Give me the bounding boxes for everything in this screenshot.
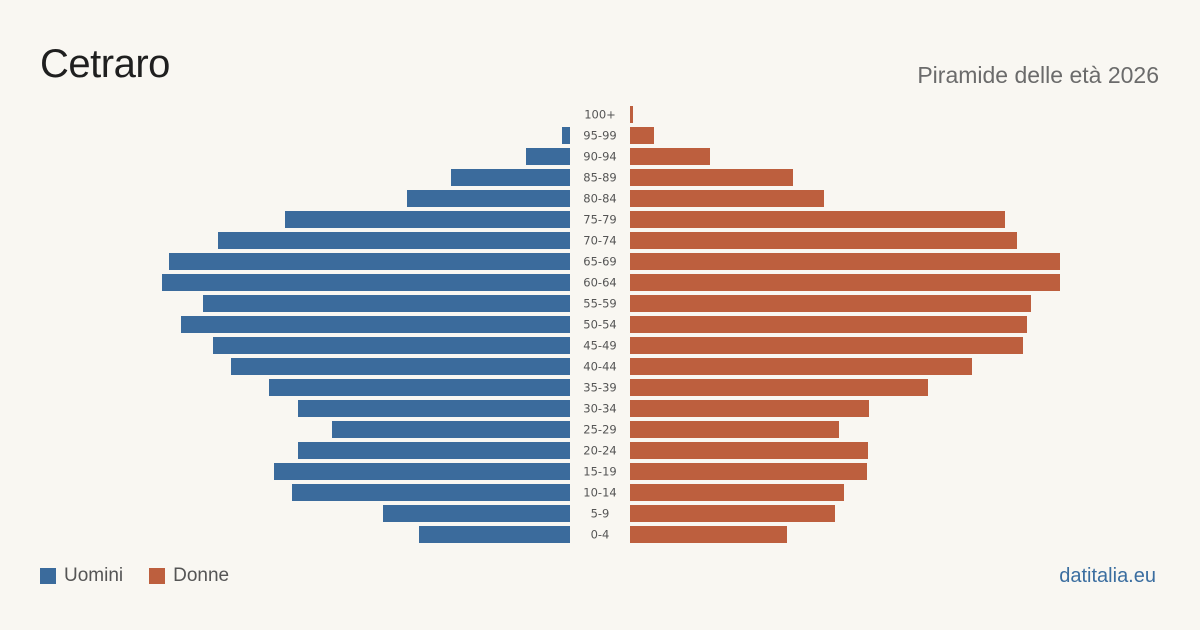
bar-women-55-59 [630,295,1031,312]
legend-item-women: Donne [149,565,229,587]
legend: Uomini Donne [40,565,255,587]
bar-men-45-49 [213,337,570,354]
bar-women-40-44 [630,358,972,375]
bar-men-10-14 [292,484,570,501]
age-label-45-49: 45-49 [583,339,616,353]
age-label-40-44: 40-44 [583,360,616,374]
chart-subtitle: Piramide delle età 2026 [917,62,1159,88]
bar-women-70-74 [630,232,1017,249]
age-label-30-34: 30-34 [583,402,616,416]
bar-men-65-69 [169,253,570,270]
bar-men-60-64 [162,274,570,291]
age-label-15-19: 15-19 [583,465,616,479]
bar-women-5-9 [630,505,835,522]
age-label-5-9: 5-9 [591,507,610,521]
bar-men-5-9 [383,505,570,522]
bar-men-95-99 [562,127,570,144]
age-label-60-64: 60-64 [583,276,616,290]
bar-women-75-79 [630,211,1005,228]
bar-women-10-14 [630,484,844,501]
age-label-75-79: 75-79 [583,213,616,227]
bar-women-80-84 [630,190,824,207]
bar-men-15-19 [274,463,570,480]
age-label-55-59: 55-59 [583,297,616,311]
bar-women-50-54 [630,316,1027,333]
age-label-95-99: 95-99 [583,129,616,143]
age-label-100plus: 100+ [584,108,616,122]
bar-women-85-89 [630,169,793,186]
bar-women-0-4 [630,526,787,543]
bar-men-40-44 [231,358,570,375]
age-label-50-54: 50-54 [583,318,616,332]
bar-women-25-29 [630,421,839,438]
bar-women-20-24 [630,442,868,459]
bar-men-90-94 [526,148,570,165]
bar-women-35-39 [630,379,928,396]
age-label-90-94: 90-94 [583,150,616,164]
age-label-0-4: 0-4 [591,528,610,542]
legend-swatch-women [149,568,166,584]
age-label-85-89: 85-89 [583,171,616,185]
bar-men-70-74 [218,232,570,249]
legend-label-men: Uomini [64,565,124,586]
age-label-25-29: 25-29 [583,423,616,437]
bar-women-100plus [630,106,633,123]
page-title: Cetraro [40,42,170,86]
age-label-80-84: 80-84 [583,192,616,206]
age-label-70-74: 70-74 [583,234,616,248]
bar-men-20-24 [298,442,570,459]
bar-men-85-89 [451,169,570,186]
bar-men-50-54 [181,316,570,333]
bar-men-55-59 [203,295,570,312]
bar-women-65-69 [630,253,1060,270]
legend-label-women: Donne [173,565,230,586]
bar-women-45-49 [630,337,1023,354]
age-label-35-39: 35-39 [583,381,616,395]
bar-men-80-84 [407,190,570,207]
bar-men-35-39 [269,379,570,396]
bar-men-30-34 [298,400,570,417]
bar-men-25-29 [332,421,570,438]
brand-link[interactable]: datitalia.eu [1059,565,1156,587]
bar-women-60-64 [630,274,1060,291]
bar-women-30-34 [630,400,869,417]
age-label-20-24: 20-24 [583,444,616,458]
age-label-10-14: 10-14 [583,486,616,500]
legend-item-men: Uomini [40,565,123,587]
bar-women-15-19 [630,463,867,480]
bar-women-90-94 [630,148,710,165]
age-label-65-69: 65-69 [583,255,616,269]
bar-men-0-4 [419,526,570,543]
bar-men-75-79 [285,211,570,228]
bar-women-95-99 [630,127,654,144]
legend-swatch-men [40,568,56,584]
